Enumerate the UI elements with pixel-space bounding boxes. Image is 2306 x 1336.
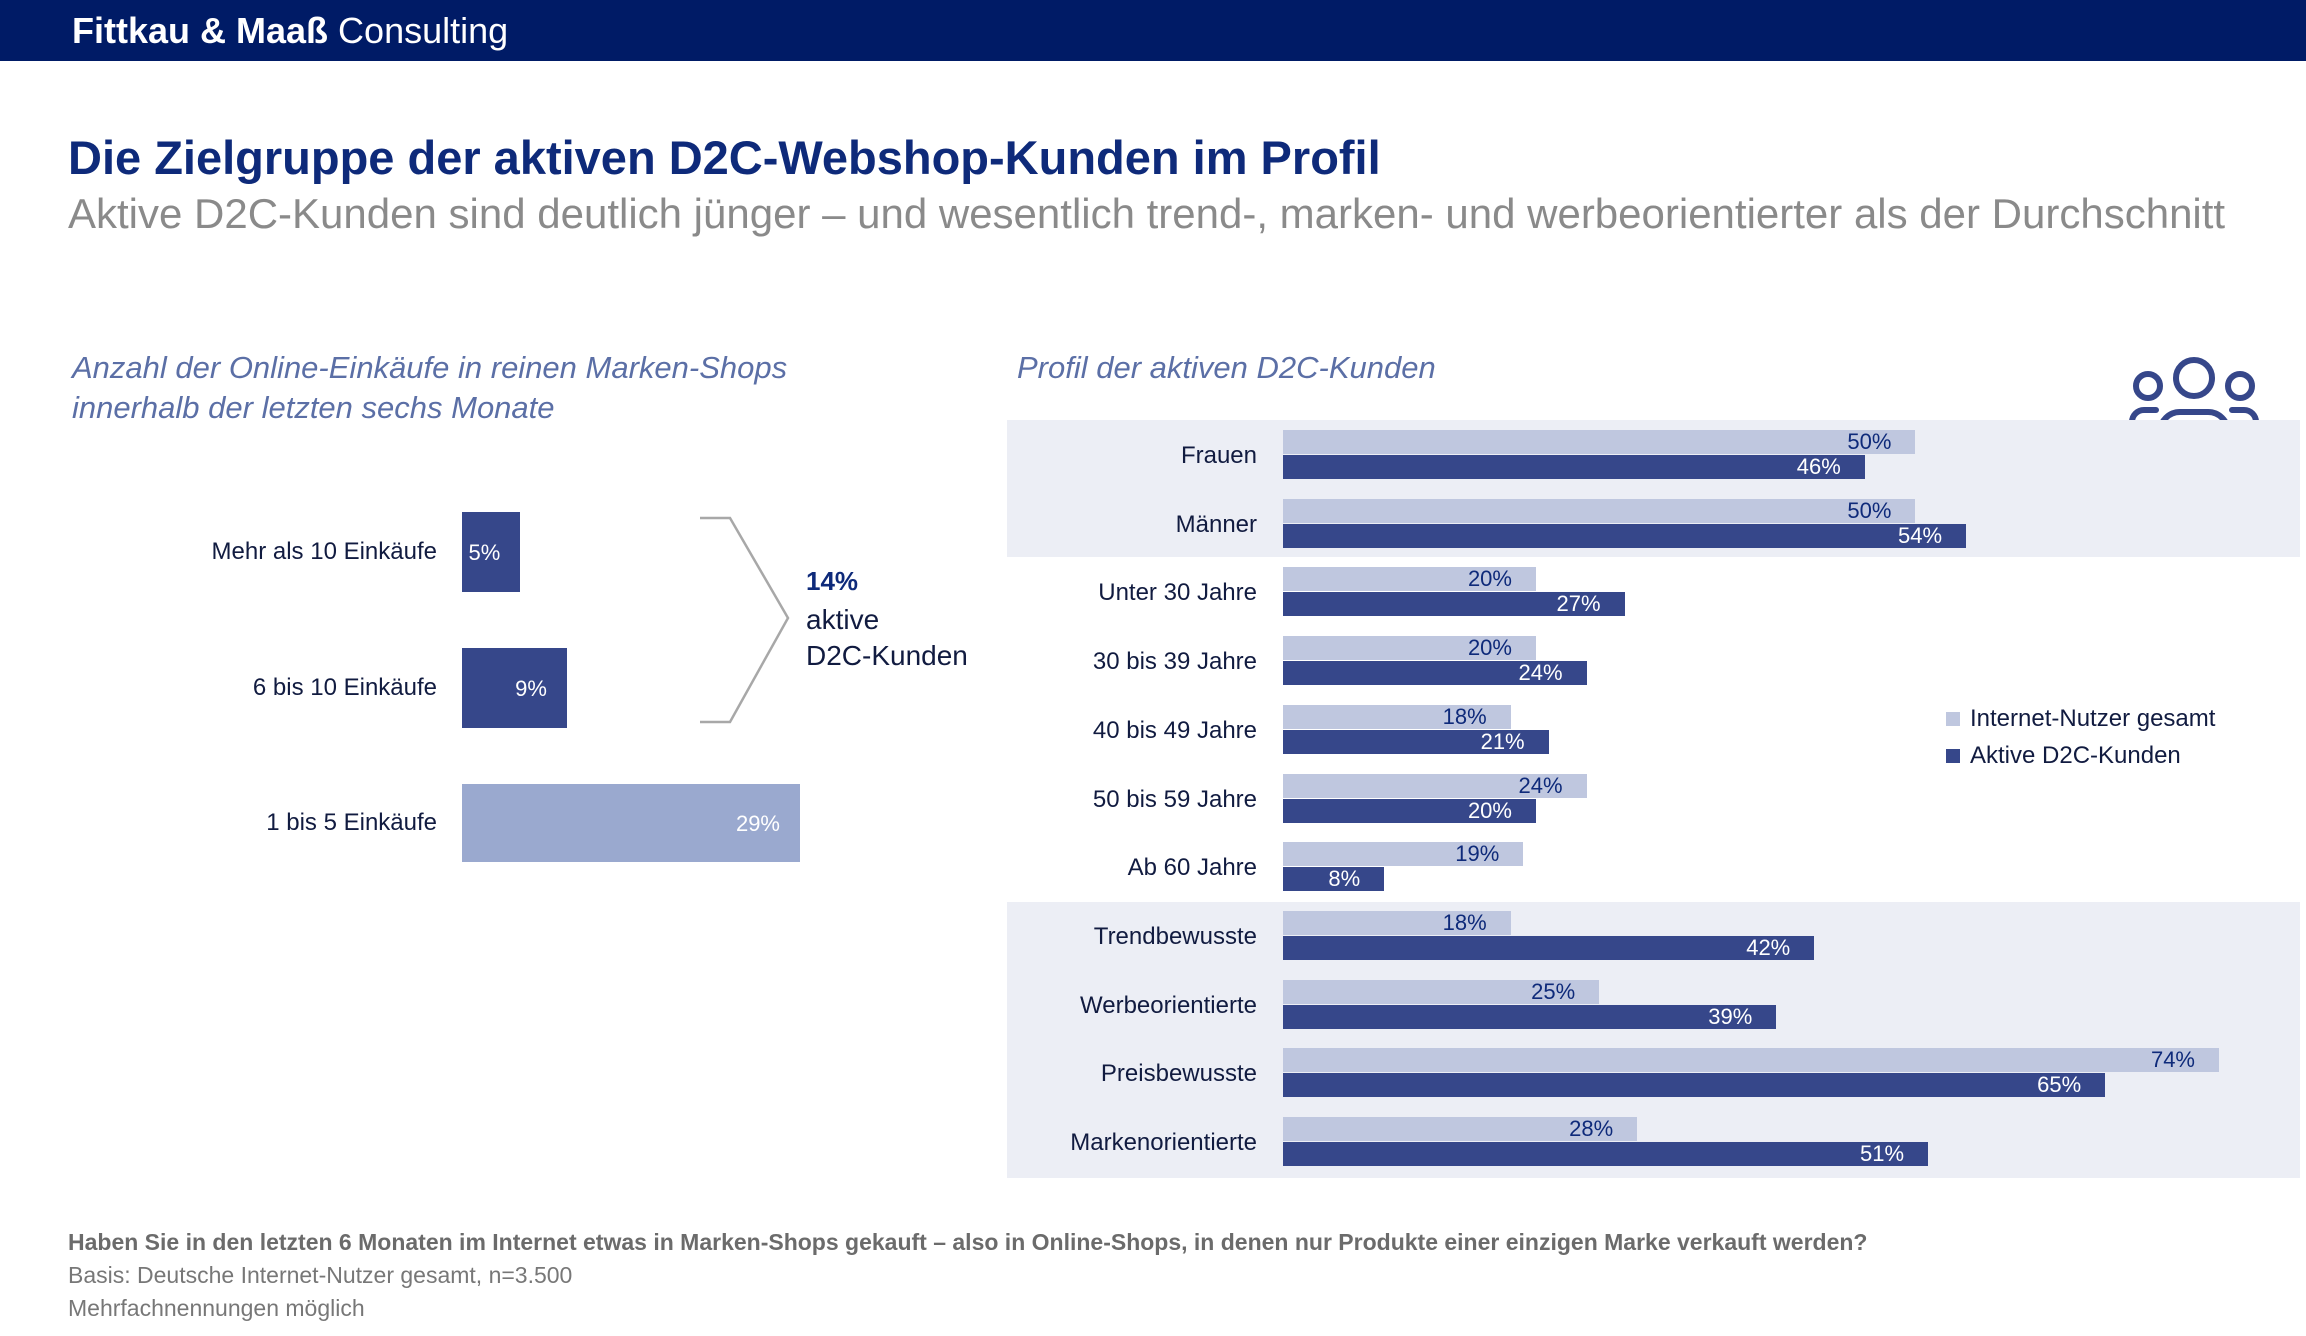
left-value-label-2: 9% bbox=[515, 676, 547, 701]
bar-50-bis-59-jahre-d2c bbox=[1283, 798, 1536, 823]
category-label-preisbewusste: Preisbewusste bbox=[1100, 1060, 1257, 1088]
bar-ab-60-jahre-d2c bbox=[1283, 867, 1385, 892]
left-category-label-3: 1 bis 5 Einkäufe bbox=[266, 809, 437, 836]
category-label-maenner: Männer bbox=[1175, 510, 1257, 538]
category-label-50-bis-59-jahre: 50 bis 59 Jahre bbox=[1092, 785, 1257, 813]
right-section-title: Profil der aktiven D2C-Kunden bbox=[1017, 350, 1436, 385]
page-title: Die Zielgruppe der aktiven D2C-Webshop-K… bbox=[68, 131, 1381, 184]
value-label-unter-30-jahre-d2c: 27% bbox=[1556, 591, 1601, 617]
value-label-40-bis-49-jahre-d2c: 21% bbox=[1480, 728, 1525, 754]
bar-50-bis-59-jahre-gesamt bbox=[1283, 773, 1587, 798]
total-active-label: aktive D2C-Kunden bbox=[806, 602, 968, 674]
value-label-unter-30-jahre-gesamt: 20% bbox=[1467, 566, 1512, 592]
bar-frauen-d2c bbox=[1283, 455, 1865, 479]
value-label-markenorientierte-gesamt: 28% bbox=[1569, 1116, 1614, 1141]
value-label-frauen-d2c: 46% bbox=[1796, 454, 1841, 479]
value-label-werbeorientierte-gesamt: 25% bbox=[1531, 978, 1576, 1004]
header-bar: Fittkau & Maaß Consulting bbox=[0, 0, 2306, 61]
left-value-label-1: 5% bbox=[468, 540, 501, 565]
total-active-label-line2: D2C-Kunden bbox=[806, 640, 968, 671]
left-bar-1 bbox=[462, 512, 521, 592]
value-label-markenorientierte-d2c: 51% bbox=[1860, 1141, 1905, 1166]
left-bar-3 bbox=[462, 784, 800, 862]
bar-markenorientierte-gesamt bbox=[1283, 1117, 1638, 1141]
category-label-markenorientierte: Markenorientierte bbox=[1070, 1129, 1257, 1156]
footnote-basis: Basis: Deutsche Internet-Nutzer gesamt, … bbox=[68, 1262, 573, 1288]
value-label-trendbewusste-gesamt: 18% bbox=[1442, 909, 1487, 935]
category-label-werbeorientierte: Werbeorientierte bbox=[1080, 991, 1257, 1019]
bar-40-bis-49-jahre-d2c bbox=[1283, 729, 1549, 754]
legend-item-aktive-d2c: Aktive D2C-Kunden bbox=[1946, 737, 2215, 774]
value-label-preisbewusste-d2c: 65% bbox=[2037, 1072, 2082, 1098]
value-label-ab-60-jahre-gesamt: 19% bbox=[1455, 841, 1500, 867]
bracket-shape bbox=[700, 516, 790, 724]
value-label-maenner-gesamt: 50% bbox=[1847, 497, 1892, 523]
value-label-50-bis-59-jahre-gesamt: 24% bbox=[1518, 772, 1563, 798]
value-label-trendbewusste-d2c: 42% bbox=[1746, 934, 1791, 960]
bar-werbeorientierte-d2c bbox=[1283, 1004, 1777, 1029]
value-label-30-bis-39-jahre-gesamt: 20% bbox=[1467, 635, 1512, 661]
left-section-title: Anzahl der Online-Einkäufe in reinen Mar… bbox=[72, 348, 787, 428]
bar-preisbewusste-gesamt bbox=[1283, 1048, 2219, 1073]
bar-unter-30-jahre-d2c bbox=[1283, 592, 1625, 617]
bar-markenorientierte-d2c bbox=[1283, 1142, 1929, 1166]
value-label-50-bis-59-jahre-d2c: 20% bbox=[1467, 797, 1512, 823]
bar-unter-30-jahre-gesamt bbox=[1283, 567, 1536, 592]
left-section-title-line1: Anzahl der Online-Einkäufe in reinen Mar… bbox=[72, 350, 788, 385]
footnote-note: Mehrfachnennungen möglich bbox=[68, 1295, 365, 1321]
legend-label-internet-nutzer: Internet-Nutzer gesamt bbox=[1970, 704, 2216, 732]
value-label-30-bis-39-jahre-d2c: 24% bbox=[1518, 660, 1563, 686]
bar-ab-60-jahre-gesamt bbox=[1283, 842, 1524, 867]
left-bar-2 bbox=[462, 648, 567, 728]
bar-maenner-d2c bbox=[1283, 523, 1967, 548]
page-subtitle: Aktive D2C-Kunden sind deutlich jünger –… bbox=[68, 190, 2226, 237]
category-label-unter-30-jahre: Unter 30 Jahre bbox=[1098, 579, 1257, 607]
bar-30-bis-39-jahre-gesamt bbox=[1283, 636, 1536, 661]
left-category-label-2: 6 bis 10 Einkäufe bbox=[252, 674, 437, 701]
legend-item-internet-nutzer: Internet-Nutzer gesamt bbox=[1946, 700, 2215, 737]
category-label-trendbewusste: Trendbewusste bbox=[1093, 922, 1257, 950]
value-label-40-bis-49-jahre-gesamt: 18% bbox=[1442, 703, 1487, 729]
bar-frauen-gesamt bbox=[1283, 430, 1916, 454]
category-label-ab-60-jahre: Ab 60 Jahre bbox=[1127, 854, 1257, 882]
bar-maenner-gesamt bbox=[1283, 498, 1916, 523]
brand-name-bold: Fittkau & Maaß bbox=[72, 10, 329, 51]
category-label-frauen: Frauen bbox=[1180, 442, 1257, 469]
value-label-ab-60-jahre-d2c: 8% bbox=[1328, 866, 1361, 892]
bar-trendbewusste-gesamt bbox=[1283, 910, 1511, 935]
bar-trendbewusste-d2c bbox=[1283, 935, 1815, 960]
value-label-preisbewusste-gesamt: 74% bbox=[2150, 1047, 2195, 1073]
chart-legend: Internet-Nutzer gesamt Aktive D2C-Kunden bbox=[1946, 700, 2215, 774]
category-label-40-bis-49-jahre: 40 bis 49 Jahre bbox=[1092, 716, 1257, 744]
total-active-value: 14% bbox=[806, 566, 859, 596]
left-category-label-1: Mehr als 10 Einkäufe bbox=[211, 538, 437, 565]
bar-werbeorientierte-gesamt bbox=[1283, 979, 1600, 1004]
legend-label-aktive-d2c: Aktive D2C-Kunden bbox=[1970, 741, 2181, 769]
bar-preisbewusste-d2c bbox=[1283, 1073, 2106, 1098]
value-label-werbeorientierte-d2c: 39% bbox=[1708, 1003, 1753, 1029]
legend-swatch-light bbox=[1946, 711, 1960, 726]
footnote-question: Haben Sie in den letzten 6 Monaten im In… bbox=[68, 1229, 1868, 1255]
bar-40-bis-49-jahre-gesamt bbox=[1283, 704, 1511, 729]
brand-logo: Fittkau & Maaß Consulting bbox=[72, 10, 508, 52]
legend-swatch-dark bbox=[1946, 748, 1960, 763]
footnote: Haben Sie in den letzten 6 Monaten im In… bbox=[68, 1226, 1867, 1325]
value-label-maenner-d2c: 54% bbox=[1897, 522, 1943, 548]
category-label-30-bis-39-jahre: 30 bis 39 Jahre bbox=[1092, 648, 1257, 676]
left-value-label-3: 29% bbox=[735, 811, 780, 836]
left-section-title-line2: innerhalb der letzten sechs Monate bbox=[72, 390, 555, 425]
total-active-label-line1: aktive bbox=[806, 604, 880, 635]
brand-name-light: Consulting bbox=[338, 10, 509, 51]
value-label-frauen-gesamt: 50% bbox=[1847, 429, 1892, 454]
bar-30-bis-39-jahre-d2c bbox=[1283, 661, 1587, 686]
